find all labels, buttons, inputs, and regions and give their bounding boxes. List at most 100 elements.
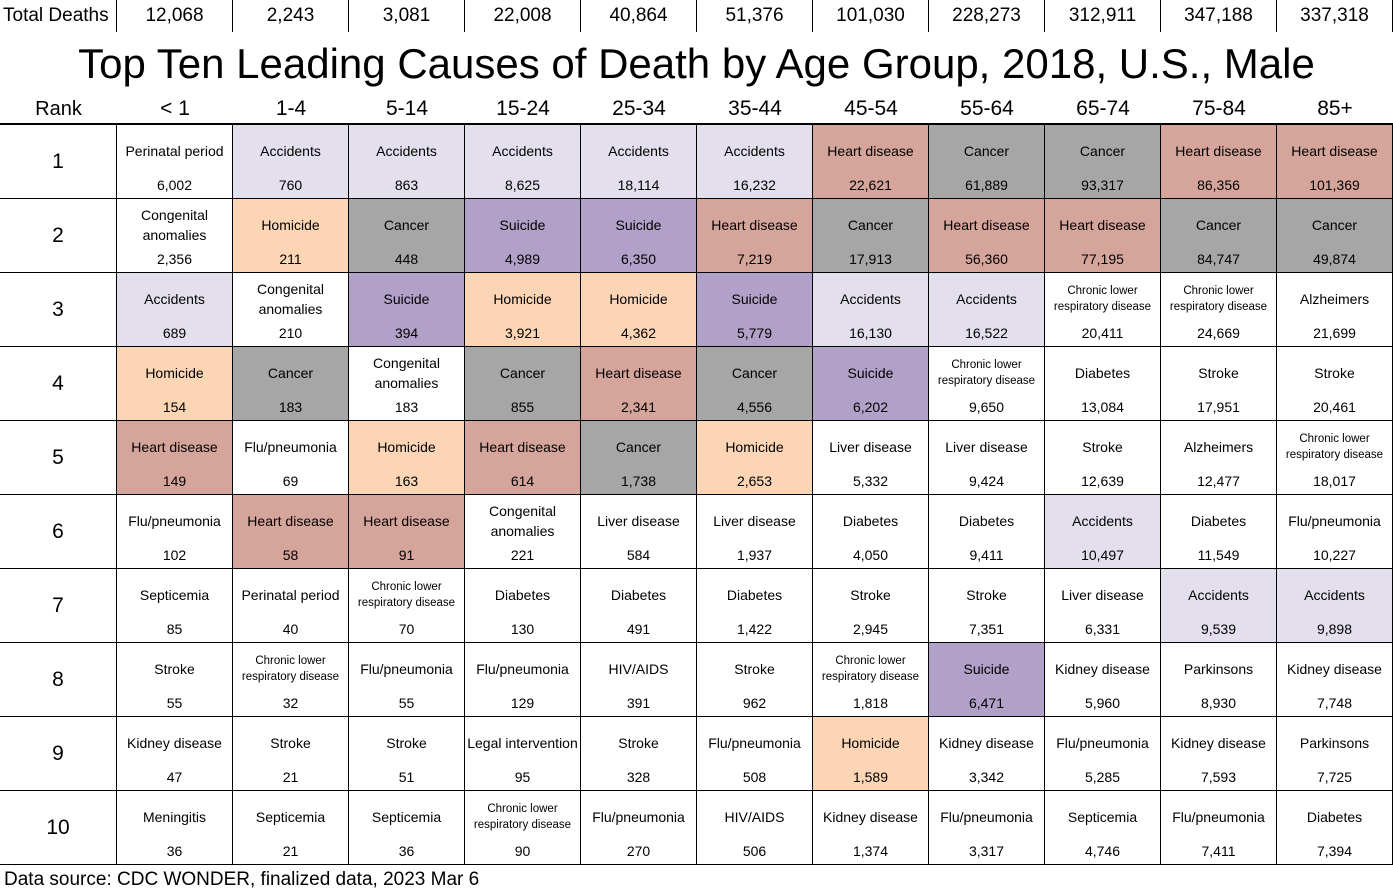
cause-cell: Chronic lower respiratory disease 32	[233, 643, 349, 717]
cause-cell: Stroke 51	[349, 717, 465, 791]
death-count: 2,945	[852, 621, 889, 637]
death-count: 90	[514, 843, 531, 859]
death-count: 1,738	[620, 473, 657, 489]
cause-label: Kidney disease	[1171, 735, 1266, 751]
death-count: 270	[626, 843, 651, 859]
age-group-header: < 1	[160, 97, 190, 120]
cause-cell: Chronic lower respiratory disease 20,411	[1045, 273, 1161, 347]
death-count: 7,593	[1200, 769, 1237, 785]
cause-cell: Heart disease 149	[117, 421, 233, 495]
total-deaths-value: 2,243	[233, 0, 349, 32]
death-count: 4,556	[736, 399, 773, 415]
cause-label: Legal intervention	[467, 735, 578, 751]
death-count: 760	[278, 177, 303, 193]
death-count: 32	[282, 695, 299, 711]
cause-cell: Cancer 1,738	[581, 421, 697, 495]
death-count: 9,650	[968, 399, 1005, 415]
total-deaths-row: Total Deaths 12,068 2,243 3,081 22,008 40,86…	[0, 0, 1393, 32]
death-count: 6,350	[620, 251, 657, 267]
death-count: 491	[626, 621, 651, 637]
death-count: 51	[398, 769, 415, 785]
cause-cell: Liver disease 5,332	[813, 421, 929, 495]
death-count: 1,422	[736, 621, 773, 637]
cause-label: Flu/pneumonia	[708, 735, 801, 751]
age-group-header: 1-4	[275, 97, 307, 120]
death-count: 91	[398, 547, 415, 563]
cause-label: Congenital anomalies	[373, 355, 440, 391]
rank-number: 7	[0, 569, 117, 643]
cause-label: Alzheimers	[1183, 439, 1254, 455]
death-count: 69	[282, 473, 299, 489]
cause-label: Accidents	[492, 143, 553, 159]
cause-cell: Stroke 21	[233, 717, 349, 791]
cause-cell: Suicide 6,202	[813, 347, 929, 421]
cause-label: Heart disease	[131, 439, 218, 455]
cause-cell: Chronic lower respiratory disease 1,818	[813, 643, 929, 717]
total-deaths-value: 22,008	[465, 0, 581, 32]
total-deaths-value: 347,188	[1161, 0, 1277, 32]
cause-cell: Accidents 8,625	[465, 125, 581, 199]
cause-cell: Congenital anomalies 221	[465, 495, 581, 569]
cause-cell: Heart disease 91	[349, 495, 465, 569]
cause-label: Cancer	[1195, 217, 1242, 233]
cause-label: Accidents	[724, 143, 785, 159]
death-count: 10,227	[1313, 547, 1356, 563]
cause-cell: Legal intervention 95	[465, 717, 581, 791]
death-count: 10,497	[1081, 547, 1124, 563]
cause-cell: Homicide 1,589	[813, 717, 929, 791]
death-count: 394	[394, 325, 419, 341]
cause-cell: Chronic lower respiratory disease 9,650	[929, 347, 1045, 421]
cause-cell: Cancer 855	[465, 347, 581, 421]
cause-label: Cancer	[267, 365, 314, 381]
death-count: 40	[282, 621, 299, 637]
death-count: 16,130	[849, 325, 892, 341]
death-count: 508	[742, 769, 767, 785]
death-count: 221	[510, 547, 535, 563]
cause-cell: Flu/pneumonia 129	[465, 643, 581, 717]
total-deaths-value: 40,864	[581, 0, 697, 32]
cause-label: Liver disease	[713, 513, 796, 529]
death-count: 6,331	[1084, 621, 1121, 637]
cause-label: Flu/pneumonia	[476, 661, 569, 677]
total-deaths-value: 312,911	[1045, 0, 1161, 32]
cause-cell: Liver disease 1,937	[697, 495, 813, 569]
death-count: 9,898	[1316, 621, 1353, 637]
cause-cell: Diabetes 4,050	[813, 495, 929, 569]
death-count: 47	[166, 769, 183, 785]
age-group-header: 15-24	[496, 97, 550, 120]
cause-cell: Suicide 5,779	[697, 273, 813, 347]
rank-header: Rank	[35, 98, 82, 120]
cause-cell: Accidents 10,497	[1045, 495, 1161, 569]
cause-label: Suicide	[383, 291, 430, 307]
cause-cell: Homicide 163	[349, 421, 465, 495]
cause-label: Diabetes	[1190, 513, 1247, 529]
death-count: 7,219	[736, 251, 773, 267]
death-count: 36	[166, 843, 183, 859]
death-count: 7,748	[1316, 695, 1353, 711]
death-count: 5,779	[736, 325, 773, 341]
cause-cell: Septicemia 85	[117, 569, 233, 643]
cause-label: Diabetes	[958, 513, 1015, 529]
cause-cell: Heart disease 7,219	[697, 199, 813, 273]
cause-cell: Accidents 689	[117, 273, 233, 347]
cause-cell: Chronic lower respiratory disease 90	[465, 791, 581, 865]
age-group-header: 45-54	[844, 97, 898, 120]
cause-label: Septicemia	[371, 809, 442, 825]
cause-cell: Alzheimers 12,477	[1161, 421, 1277, 495]
death-count: 22,621	[849, 177, 892, 193]
cause-cell: Suicide 4,989	[465, 199, 581, 273]
death-count: 211	[279, 251, 302, 267]
death-count: 210	[278, 325, 303, 341]
cause-label: Parkinsons	[1299, 735, 1370, 751]
cause-label: Flu/pneumonia	[940, 809, 1033, 825]
rank-number: 9	[0, 717, 117, 791]
cause-cell: Kidney disease 7,748	[1277, 643, 1393, 717]
cause-label: Stroke	[1198, 365, 1239, 381]
cause-cell: Homicide 3,921	[465, 273, 581, 347]
age-group-header: 85+	[1317, 97, 1353, 120]
cause-label: Heart disease	[363, 513, 450, 529]
cause-cell: Kidney disease 3,342	[929, 717, 1045, 791]
cause-cell: Homicide 154	[117, 347, 233, 421]
death-count: 7,725	[1316, 769, 1353, 785]
death-count: 24,669	[1197, 325, 1240, 341]
